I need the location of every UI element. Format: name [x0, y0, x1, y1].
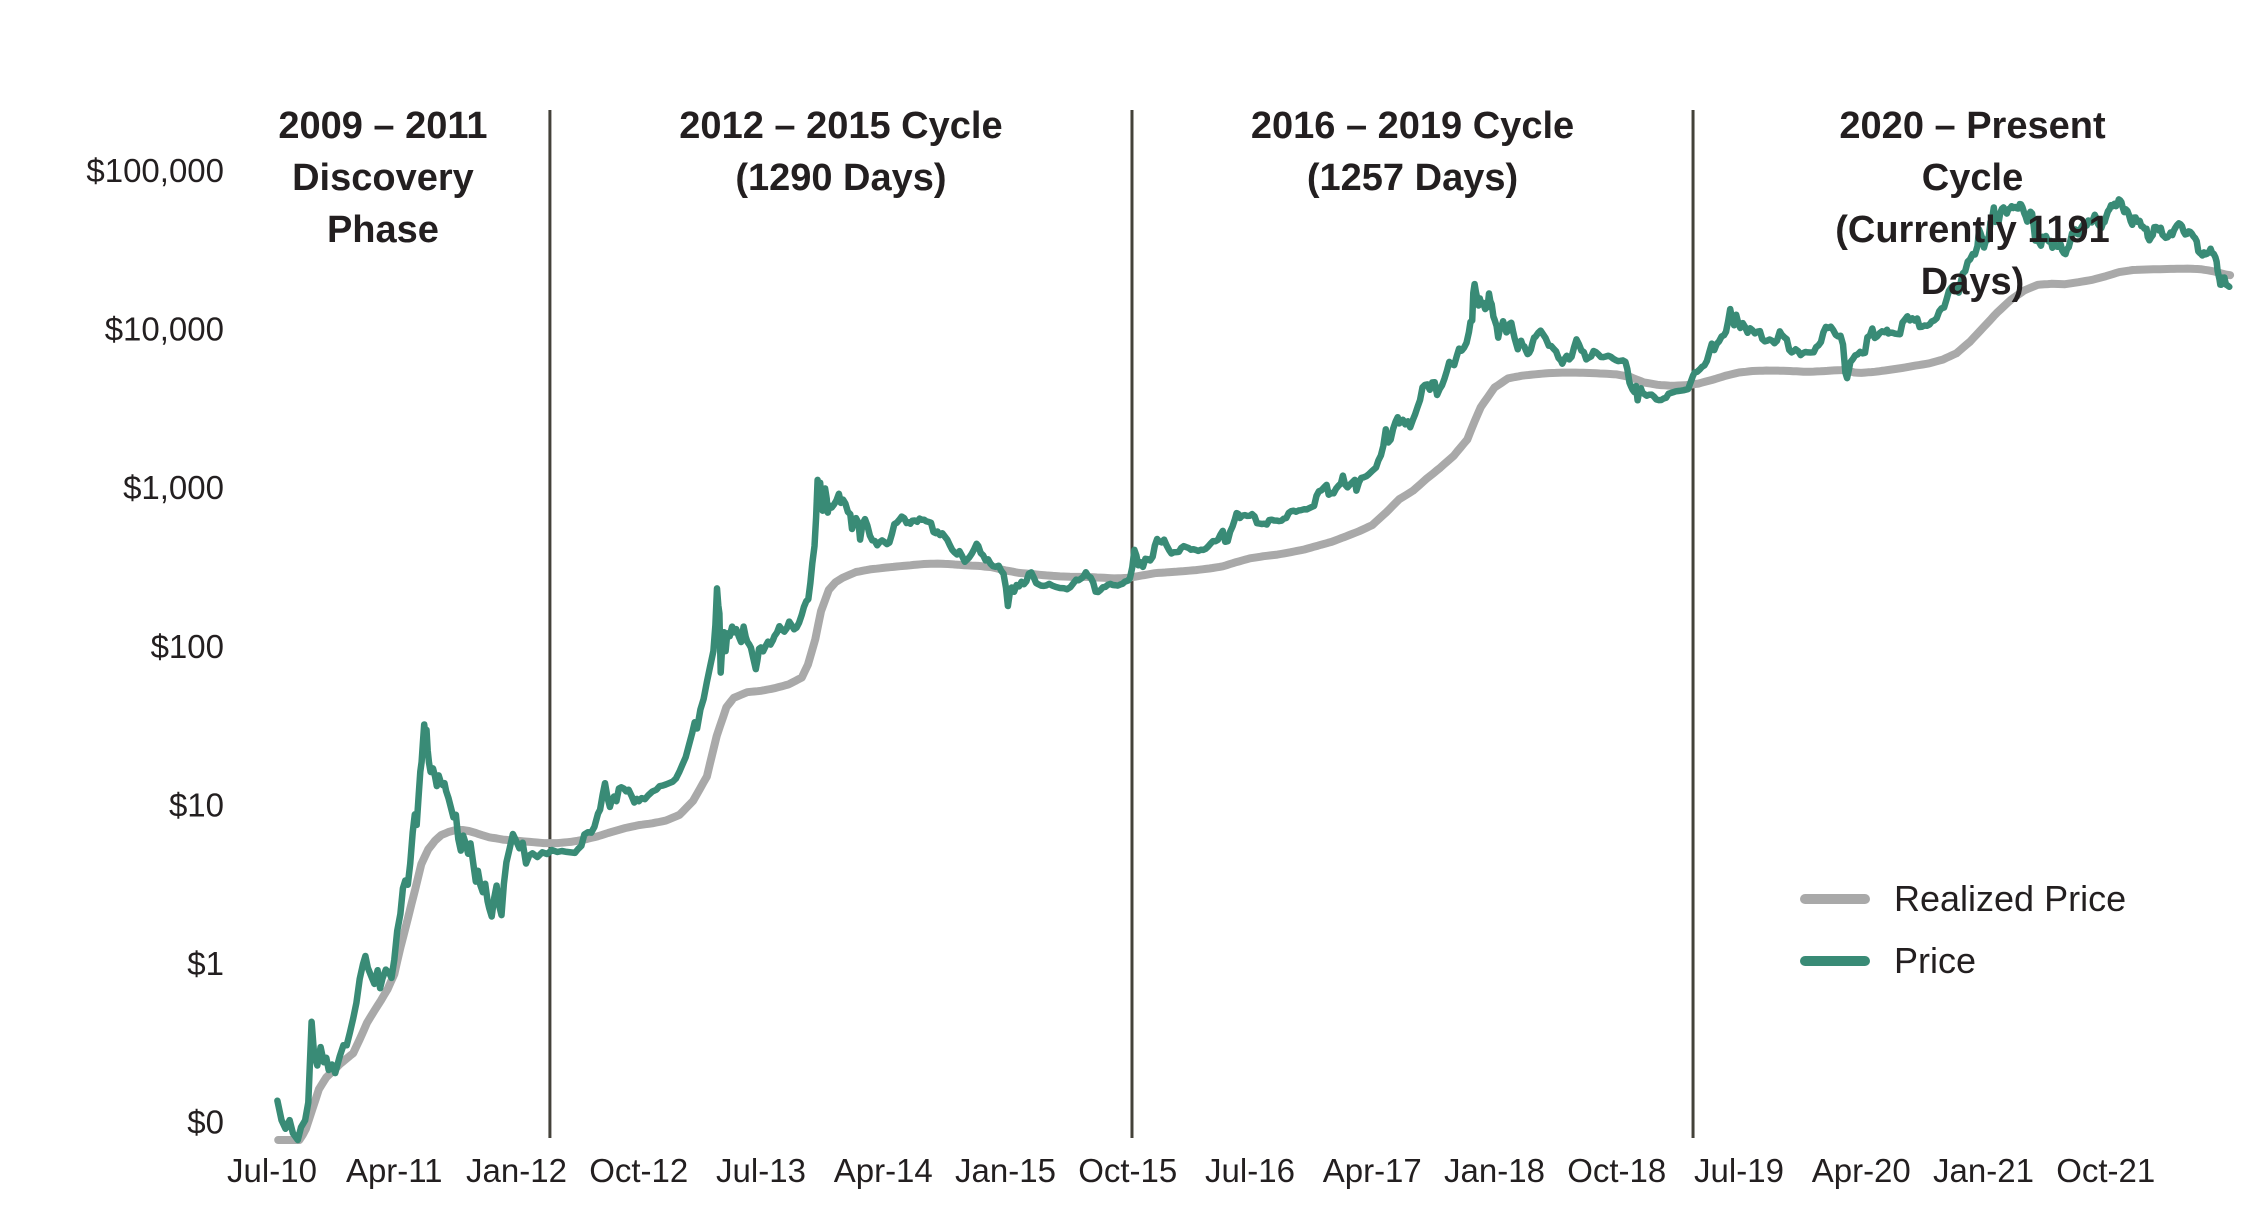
x-axis-tick-label: Jan-15 [955, 1152, 1056, 1189]
x-axis-tick-label: Jul-16 [1205, 1152, 1295, 1189]
y-axis-tick-label: $100 [151, 628, 224, 665]
price-line [274, 196, 2233, 1144]
y-axis-tick-label: $10,000 [105, 311, 224, 348]
legend-label-price: Price [1894, 940, 1977, 981]
y-axis-tick-label: $0 [187, 1104, 224, 1141]
y-axis-tick-label: $100,000 [86, 152, 224, 189]
x-axis-tick-label: Oct-21 [2056, 1152, 2155, 1189]
realized-price-line [274, 264, 2235, 1144]
y-axis-tick-label: $10 [169, 786, 224, 823]
x-axis-tick-label: Oct-15 [1078, 1152, 1177, 1189]
x-axis-tick-label: Jan-18 [1444, 1152, 1545, 1189]
x-axis-tick-label: Jul-13 [716, 1152, 806, 1189]
realized-price-line-swatch [1800, 894, 1870, 904]
x-axis-tick-label: Oct-12 [589, 1152, 688, 1189]
legend-item-price: Price [1800, 930, 2126, 992]
chart-legend: Realized Price Price [1800, 868, 2126, 992]
x-axis-tick-label: Jan-21 [1933, 1152, 2034, 1189]
x-axis-tick-label: Apr-17 [1323, 1152, 1422, 1189]
x-axis-tick-label: Jul-10 [227, 1152, 317, 1189]
x-axis-tick-label: Jan-12 [466, 1152, 567, 1189]
x-axis-tick-label: Apr-14 [834, 1152, 933, 1189]
x-axis-tick-label: Apr-20 [1812, 1152, 1911, 1189]
x-axis-tick-label: Oct-18 [1567, 1152, 1666, 1189]
x-axis-tick-label: Jul-19 [1694, 1152, 1784, 1189]
legend-item-realized-price: Realized Price [1800, 868, 2126, 930]
y-axis-tick-label: $1 [187, 945, 224, 982]
x-axis-tick-label: Apr-11 [346, 1152, 443, 1189]
price-line-swatch [1800, 956, 1870, 966]
legend-label-realized-price: Realized Price [1894, 878, 2127, 919]
y-axis-tick-label: $1,000 [123, 469, 224, 506]
